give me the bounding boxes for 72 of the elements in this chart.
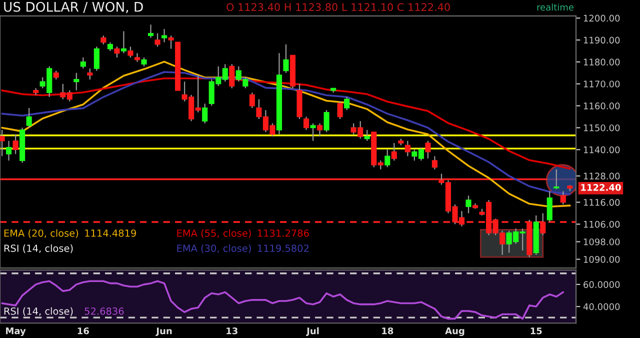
candlestick	[74, 72, 80, 91]
candlestick	[391, 142, 397, 162]
x-tick-label: Aug	[445, 328, 464, 336]
candlestick	[337, 100, 343, 120]
candlestick	[404, 140, 410, 157]
candlestick	[384, 149, 390, 168]
annotation: 1119.5802	[258, 244, 308, 252]
candlestick	[202, 103, 208, 124]
y-tick-label: 1098.00	[584, 238, 620, 246]
annotation: 1114.4819	[85, 229, 136, 237]
x-tick-label: Jun	[156, 328, 172, 336]
candlestick	[161, 28, 168, 43]
y-tick-label: 60.0000	[584, 281, 620, 288]
y-tick-label: 40.0000	[583, 303, 620, 310]
candlestick	[80, 56, 86, 70]
y-tick-label: 1200.00	[584, 14, 620, 22]
candlestick	[466, 195, 472, 214]
annotation: 52.6836	[84, 307, 124, 315]
x-tick-label: 18	[382, 327, 394, 334]
candlestick	[303, 116, 310, 130]
candlestick	[364, 129, 370, 142]
candlestick	[249, 92, 255, 109]
candlestick	[154, 32, 160, 48]
y-tick-label: 1180.00	[584, 58, 620, 66]
text: EMA (20, close)	[4, 229, 78, 238]
y-tick-label: 1090.00	[584, 256, 620, 263]
text: EMA (55, close)	[177, 229, 251, 238]
y-tick-label: 1116.00	[584, 198, 620, 206]
line-series	[1, 280, 564, 320]
x-tick-label: Jul	[306, 327, 319, 336]
candlestick	[344, 96, 350, 111]
series-label: RSI (14, close)	[4, 307, 73, 316]
text: realtime	[537, 4, 574, 11]
text: 1122.40	[581, 184, 621, 191]
candlestick	[12, 134, 18, 155]
candlestick	[87, 68, 93, 80]
y-tick-label: 1106.00	[584, 220, 620, 228]
candlestick	[283, 44, 289, 74]
y-tick-label: 1190.00	[584, 36, 620, 44]
candlestick	[168, 35, 174, 50]
candlestick	[560, 190, 566, 206]
text: EMA (30, close)	[177, 244, 251, 254]
candlestick	[0, 129, 5, 157]
chart-title: US DOLLAR / WON, D	[4, 2, 143, 14]
candlestick	[425, 140, 431, 159]
y-tick-label: 1170.00	[584, 80, 620, 88]
y-tick-label: 1128.00	[584, 172, 620, 180]
candlestick	[554, 168, 560, 190]
y-tick-label: 1140.00	[584, 146, 620, 154]
candlestick	[316, 122, 323, 138]
candlestick	[114, 46, 120, 58]
candlestick	[94, 46, 100, 72]
candlestick	[229, 64, 235, 89]
annotation: RSI (14, close)	[4, 244, 73, 254]
candlestick	[120, 30, 127, 54]
candlestick	[546, 190, 552, 223]
x-tick-label: May	[6, 328, 26, 336]
x-tick-label: 15	[530, 328, 542, 334]
candlestick	[6, 140, 12, 162]
candlestick	[148, 24, 154, 38]
candlestick	[128, 46, 134, 58]
text: O 1123.40 H 1123.80 L 1121.10 C 1122.40	[226, 3, 450, 12]
candlestick	[310, 122, 316, 142]
x-tick-label: 16	[78, 327, 89, 334]
candlestick	[134, 52, 140, 62]
candlestick	[324, 110, 330, 133]
y-tick-label: 1160.00	[584, 102, 620, 110]
y-tick-label: 1150.00	[584, 124, 620, 132]
candlestick	[432, 156, 438, 170]
candlestick	[26, 107, 32, 128]
annotation: 1131.2786	[258, 229, 309, 237]
x-tick-label: 13	[226, 327, 238, 334]
